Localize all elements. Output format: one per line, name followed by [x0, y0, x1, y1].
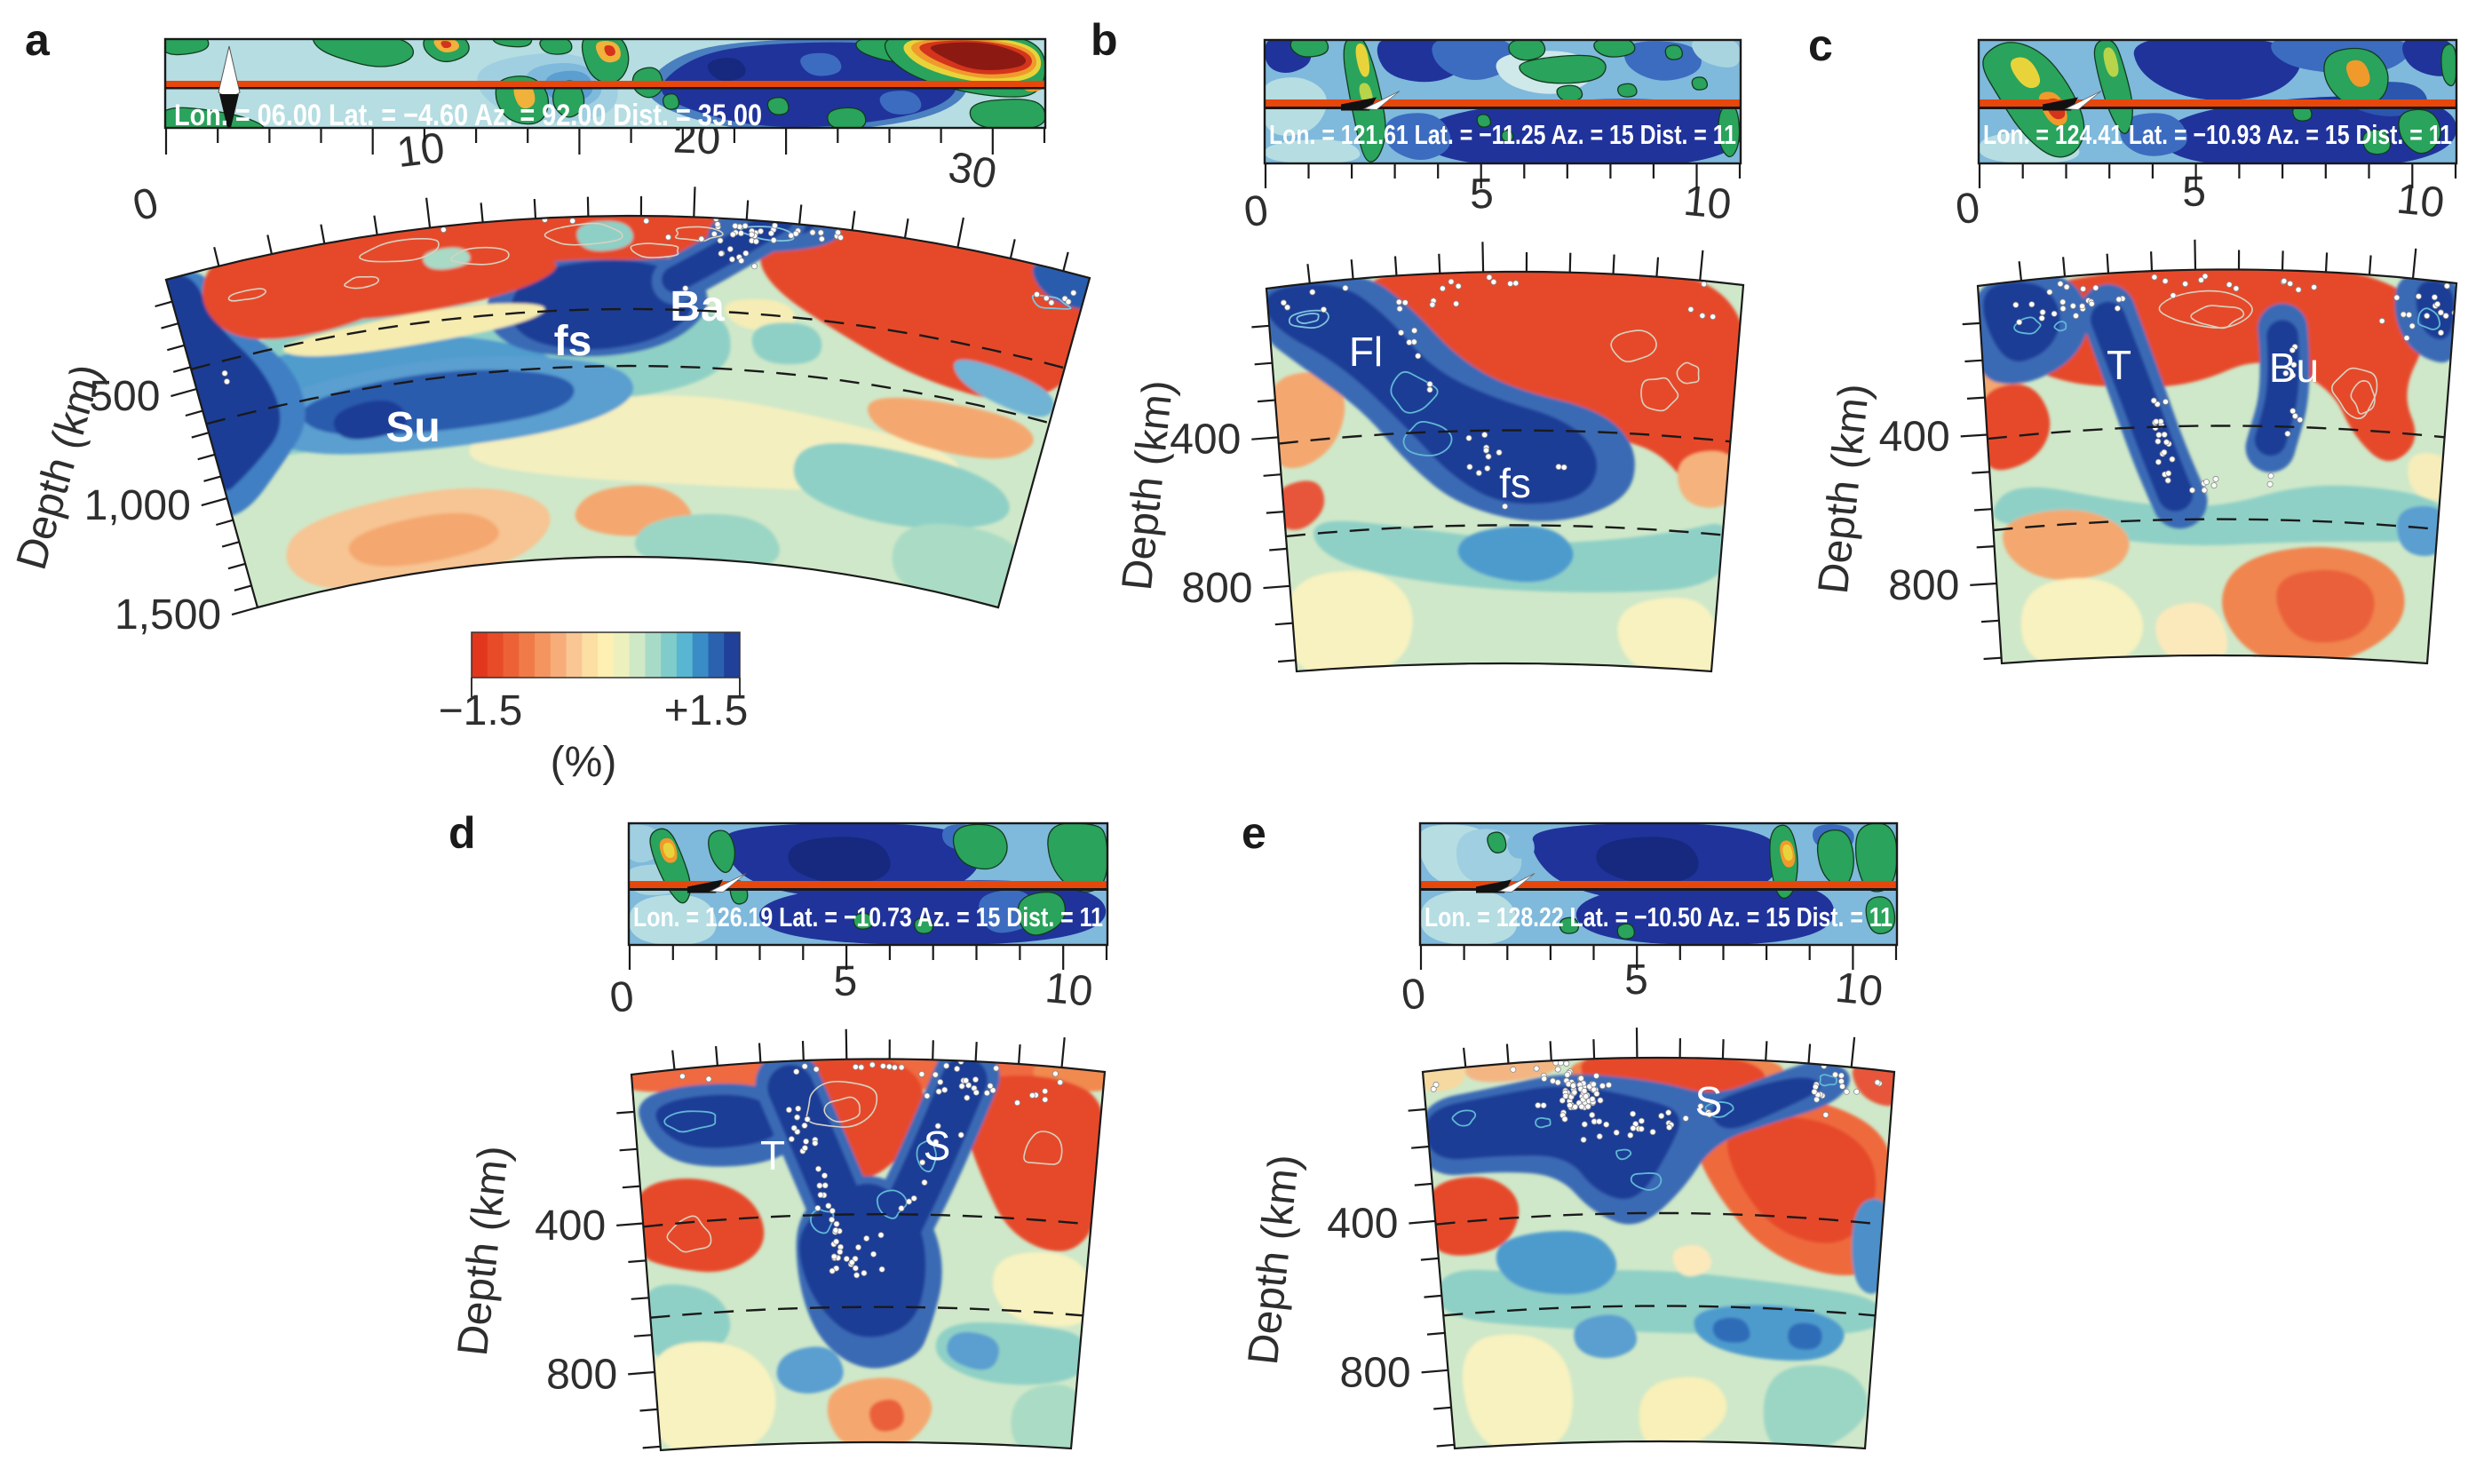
svg-text:10: 10 [394, 124, 447, 177]
svg-text:b: b [1091, 15, 1118, 65]
svg-text:(%): (%) [551, 739, 617, 786]
svg-text:5: 5 [2182, 169, 2207, 216]
svg-text:+1.5: +1.5 [664, 687, 749, 734]
svg-text:S: S [924, 1123, 951, 1169]
svg-text:10: 10 [1681, 178, 1733, 229]
svg-text:400: 400 [1879, 413, 1950, 460]
svg-text:d: d [448, 808, 476, 858]
svg-text:Bu: Bu [2269, 345, 2319, 391]
svg-text:10: 10 [1044, 964, 1095, 1016]
svg-text:T: T [2107, 342, 2131, 388]
svg-text:1,000: 1,000 [84, 482, 191, 529]
svg-text:800: 800 [546, 1351, 617, 1398]
svg-text:Lon. = 124.41 Lat. = −10.93 Az: Lon. = 124.41 Lat. = −10.93 Az. = 15 Dis… [1983, 119, 2452, 150]
svg-text:Lon. = 126.19 Lat. = −10.73 A: Lon. = 126.19 Lat. = −10.73 Az. = 15 Dis… [633, 901, 1103, 932]
svg-text:1,500: 1,500 [115, 591, 221, 639]
svg-text:Lon. = 121.61 Lat. = −11.25: Lon. = 121.61 Lat. = −11.25 Az. = 15 Dis… [1269, 119, 1736, 150]
svg-text:T: T [760, 1132, 785, 1178]
svg-text:10: 10 [1833, 964, 1885, 1016]
svg-text:10: 10 [2394, 176, 2446, 227]
svg-text:800: 800 [1181, 565, 1252, 612]
svg-text:fs: fs [554, 318, 592, 365]
svg-text:Lon. = 128.22 Lat. = −10.50: Lon. = 128.22 Lat. = −10.50 Az. = 15 Dis… [1424, 901, 1893, 932]
svg-text:5: 5 [833, 958, 858, 1005]
svg-text:a: a [25, 15, 51, 65]
svg-text:fs: fs [1499, 460, 1531, 506]
svg-text:Ba: Ba [670, 283, 725, 330]
svg-text:e: e [1242, 808, 1266, 858]
svg-text:S: S [1695, 1078, 1723, 1124]
svg-text:400: 400 [1170, 417, 1241, 464]
svg-text:800: 800 [1888, 562, 1959, 609]
svg-text:c: c [1808, 20, 1833, 70]
svg-text:800: 800 [1340, 1349, 1411, 1396]
svg-text:400: 400 [1327, 1201, 1398, 1248]
svg-text:400: 400 [535, 1202, 606, 1250]
svg-text:Su: Su [385, 404, 440, 451]
svg-text:−1.5: −1.5 [439, 687, 523, 734]
svg-text:Fl: Fl [1349, 329, 1383, 375]
